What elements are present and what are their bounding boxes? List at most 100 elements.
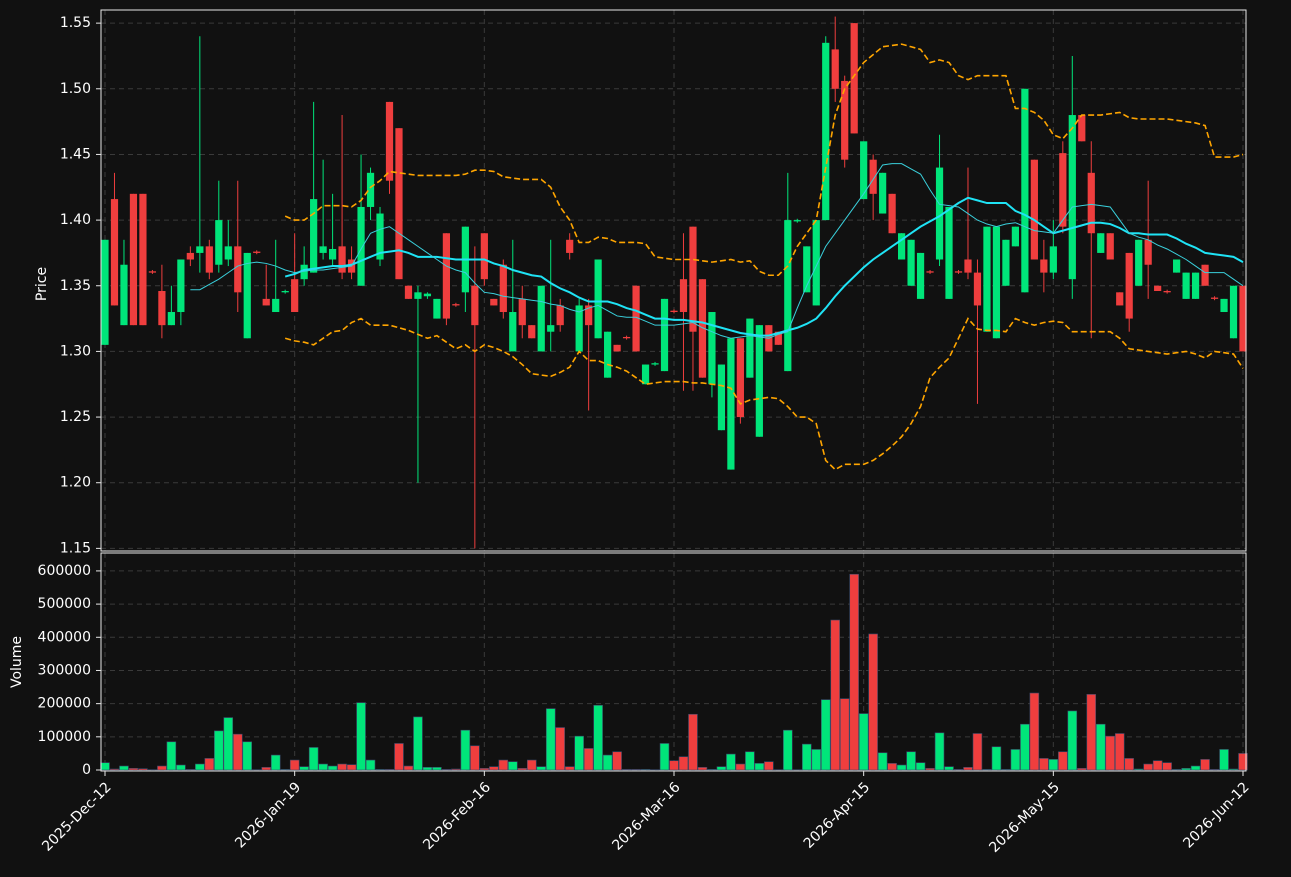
volume-bar xyxy=(907,752,916,770)
volume-bar xyxy=(1030,693,1039,770)
candle-body xyxy=(263,299,270,306)
candle-body xyxy=(1220,299,1227,312)
candle-body xyxy=(642,365,649,385)
candle-body xyxy=(1192,273,1199,299)
volume-bar xyxy=(233,734,242,770)
volume-bar xyxy=(224,718,233,770)
volume-bar xyxy=(157,766,166,770)
volume-bar xyxy=(271,755,280,770)
candle-body xyxy=(557,305,564,325)
candle-body xyxy=(1230,286,1237,339)
volume-bar xyxy=(1001,769,1010,770)
candle-body xyxy=(253,252,260,253)
volume-bar xyxy=(831,620,840,770)
volume-bar xyxy=(878,753,887,770)
volume-bar xyxy=(1068,711,1077,770)
candle-body xyxy=(651,363,658,364)
candle-body xyxy=(177,259,184,312)
volume-bar xyxy=(916,763,925,770)
volume-bar xyxy=(413,717,422,770)
volume-bar xyxy=(205,758,214,770)
candle-body xyxy=(964,259,971,272)
volume-bar xyxy=(1201,759,1210,770)
y-axis-label: Volume xyxy=(9,636,25,688)
volume-bar xyxy=(1106,736,1115,770)
candle-body xyxy=(282,291,289,292)
volume-bar xyxy=(376,769,385,770)
volume-bar xyxy=(1182,768,1191,770)
y-tick-label: 200000 xyxy=(38,696,91,712)
volume-bar xyxy=(300,767,309,770)
candle-body xyxy=(1021,89,1028,293)
volume-bar xyxy=(982,769,991,770)
volume-bar xyxy=(1163,763,1172,770)
candle-body xyxy=(519,299,526,325)
candle-body xyxy=(879,173,886,214)
candle-body xyxy=(680,279,687,312)
volume-bar xyxy=(527,760,536,770)
y-tick-label: 0 xyxy=(82,762,91,778)
volume-bar xyxy=(992,747,1001,770)
volume-bar xyxy=(1077,768,1086,770)
volume-bar xyxy=(186,769,195,770)
volume-bar xyxy=(1115,734,1124,770)
candle-body xyxy=(832,49,839,88)
volume-bar xyxy=(897,765,906,770)
y-tick-label: 100000 xyxy=(38,729,91,745)
volume-bar xyxy=(432,767,441,770)
y-tick-label: 500000 xyxy=(38,596,91,612)
volume-bar xyxy=(575,736,584,770)
candle-body xyxy=(414,292,421,299)
volume-bar xyxy=(1210,769,1219,770)
candle-body xyxy=(623,337,630,338)
volume-bar xyxy=(1039,758,1048,770)
candle-body xyxy=(917,253,924,299)
volume-bar xyxy=(508,762,517,770)
y-tick-label: 1.15 xyxy=(60,540,91,556)
volume-bar xyxy=(366,760,375,770)
candle-body xyxy=(955,271,962,272)
y-tick-label: 1.30 xyxy=(60,343,91,359)
candle-body xyxy=(433,299,440,319)
candle-body xyxy=(1154,286,1161,291)
candle-body xyxy=(158,291,165,325)
candle-body xyxy=(822,43,829,220)
candle-body xyxy=(320,246,327,253)
volume-bar xyxy=(1229,769,1238,770)
volume-bar xyxy=(888,763,897,770)
candle-body xyxy=(566,240,573,253)
volume-bar xyxy=(935,733,944,770)
candle-body xyxy=(386,102,393,181)
volume-bar xyxy=(954,769,963,770)
y-tick-label: 1.20 xyxy=(60,475,91,491)
candle-body xyxy=(367,173,374,207)
volume-bar xyxy=(565,767,574,770)
candle-body xyxy=(187,253,194,260)
volume-bar xyxy=(764,762,773,770)
volume-bar xyxy=(755,763,764,770)
candle-body xyxy=(708,312,715,384)
volume-bar xyxy=(404,766,413,770)
y-tick-label: 1.55 xyxy=(60,15,91,31)
volume-bar xyxy=(726,754,735,770)
candle-body xyxy=(841,81,848,160)
y-axis-label: Price xyxy=(34,267,50,301)
volume-bar xyxy=(470,746,479,770)
volume-bar xyxy=(385,769,394,770)
y-tick-label: 1.35 xyxy=(60,278,91,294)
candle-body xyxy=(357,207,364,286)
volume-bar xyxy=(603,755,612,770)
candle-body xyxy=(718,365,725,431)
volume-bar xyxy=(138,769,147,770)
candle-body xyxy=(424,294,431,297)
volume-bar xyxy=(1191,766,1200,770)
volume-bar xyxy=(717,767,726,770)
volume-bar xyxy=(461,730,470,770)
candle-body xyxy=(613,345,620,352)
volume-bar xyxy=(783,730,792,770)
candle-body xyxy=(983,227,990,332)
volume-bar xyxy=(1125,758,1134,770)
volume-bar xyxy=(689,714,698,770)
volume-bar xyxy=(670,761,679,770)
volume-bar xyxy=(328,766,337,770)
